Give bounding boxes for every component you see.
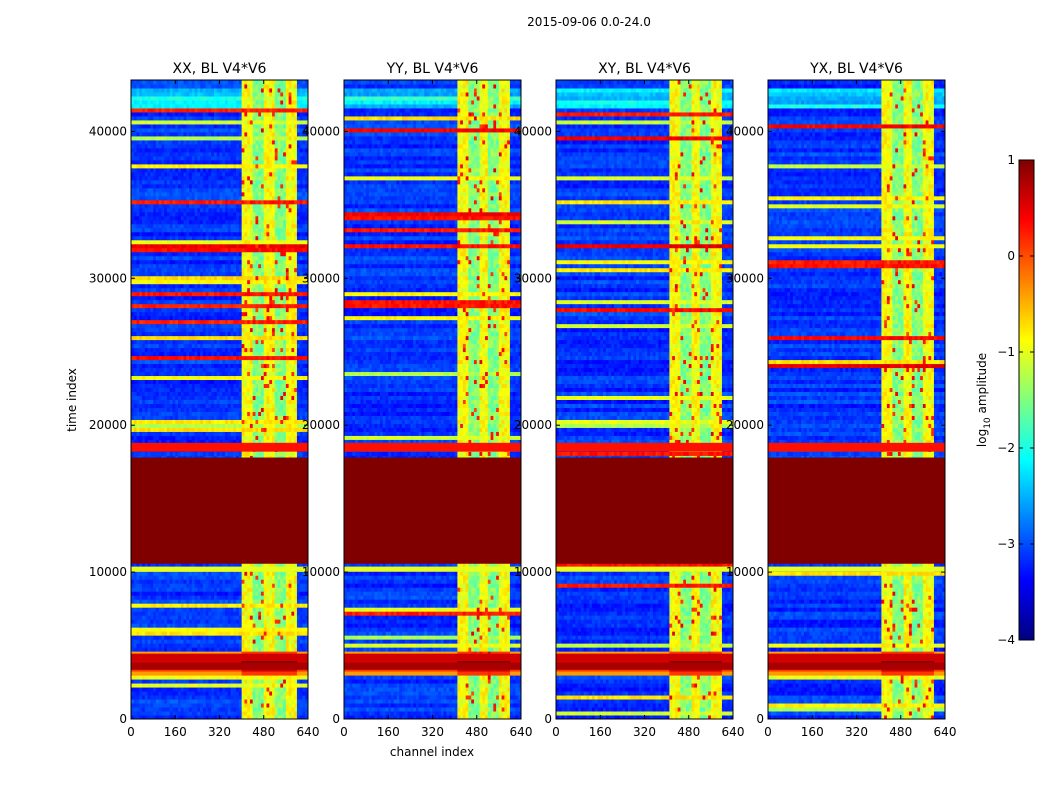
y-tick-label: 30000 [514,271,552,285]
y-tick-label: 40000 [726,124,764,138]
x-tick-label: 640 [510,725,533,739]
x-tick-label: 480 [252,725,275,739]
colorbar-label: log10 amplitude [975,353,993,447]
x-tick-label: 320 [845,725,868,739]
saturated-block [768,457,945,564]
y-tick-label: 0 [544,712,552,726]
colorbar-label-sub: 10 [983,417,993,429]
colorbar-label-prefix: log [975,429,989,447]
bright-row-0 [556,442,733,452]
x-tick-label: 640 [297,725,320,739]
bright-row-2 [556,653,733,661]
saturated-block [344,457,521,564]
y-tick-label: 40000 [302,124,340,138]
colorbar-gradient [1018,159,1035,641]
bright-row-2 [131,653,308,661]
bright-row-2 [768,653,945,661]
y-tick-label: 30000 [89,271,127,285]
colorbar-tick-label: −2 [997,441,1015,455]
x-tick-label: 0 [127,725,135,739]
x-tick-label: 0 [552,725,560,739]
saturated-block [131,457,308,564]
x-tick-label: 0 [764,725,772,739]
bright-row-3 [768,662,945,670]
bright-row-1 [131,566,308,572]
y-tick-label: 10000 [726,565,764,579]
panel-title: XX, BL V4*V6 [173,61,267,77]
x-tick-label: 160 [164,725,187,739]
colorbar-tick-label: −4 [997,633,1015,647]
y-tick-label: 0 [756,712,764,726]
y-tick-label: 20000 [89,418,127,432]
x-tick-label: 320 [421,725,444,739]
x-tick-label: 0 [340,725,348,739]
x-tick-label: 160 [377,725,400,739]
bright-row-3 [556,662,733,670]
colorbar: 10−1−2−3−4 log10 amplitude [975,153,1035,647]
y-tick-label: 0 [119,712,127,726]
bright-row-1 [768,566,945,572]
x-tick-label: 480 [677,725,700,739]
y-tick-label: 20000 [514,418,552,432]
panel-title: XY, BL V4*V6 [598,61,691,77]
panel-2: XY, BL V4*V6 0 160 320 480 640 0 10000 20000 3000… [514,61,745,739]
heatmap-image [768,80,945,719]
panel-title: YX, BL V4*V6 [809,61,903,77]
y-tick-label: 40000 [514,124,552,138]
colorbar-label-suffix: amplitude [975,353,989,417]
y-tick-label: 30000 [726,271,764,285]
panel-3: YX, BL V4*V6 0 160 320 480 640 0 10000 20000 3000… [726,61,957,739]
colorbar-tick-label: −1 [997,345,1015,359]
y-tick-label: 20000 [726,418,764,432]
heatmap-image [556,80,733,719]
x-tick-label: 640 [722,725,745,739]
y-tick-label: 10000 [514,565,552,579]
figure-suptitle: 2015-09-06 0.0-24.0 [527,15,651,29]
bright-row-0 [131,442,308,452]
bright-row-1 [344,566,521,572]
heatmap-panels: XX, BL V4*V6 0 160 320 480 640 0 10000 20000 3000… [89,61,957,739]
bright-row-0 [344,442,521,452]
y-axis-label: time index [65,368,79,432]
x-tick-label: 160 [589,725,612,739]
colorbar-tick-label: 1 [1007,153,1015,167]
heatmap-image [131,80,308,719]
heatmap-image [344,80,521,719]
y-tick-label: 10000 [302,565,340,579]
y-tick-label: 10000 [89,565,127,579]
colorbar-tick-label: 0 [1007,249,1015,263]
y-tick-label: 40000 [89,124,127,138]
y-tick-label: 20000 [302,418,340,432]
x-tick-label: 480 [465,725,488,739]
x-tick-label: 320 [633,725,656,739]
bright-row-3 [344,662,521,670]
x-tick-label: 640 [934,725,957,739]
colorbar-tick-label: −3 [997,537,1015,551]
bright-row-0 [768,442,945,452]
panel-title: YY, BL V4*V6 [386,61,479,77]
x-axis-label: channel index [390,745,474,759]
saturated-block [556,457,733,564]
panel-0: XX, BL V4*V6 0 160 320 480 640 0 10000 20000 3000… [89,61,320,739]
bright-row-1 [556,566,733,572]
panel-1: YY, BL V4*V6 0 160 320 480 640 0 10000 20000 3000… [302,61,533,739]
bright-row-3 [131,662,308,670]
colorbar-ticks: 1 0 −1 −2 −3 −4 [997,153,1034,647]
y-tick-label: 30000 [302,271,340,285]
x-tick-label: 320 [208,725,231,739]
y-tick-label: 0 [332,712,340,726]
bright-row-2 [344,653,521,661]
x-tick-label: 480 [889,725,912,739]
x-tick-label: 160 [801,725,824,739]
